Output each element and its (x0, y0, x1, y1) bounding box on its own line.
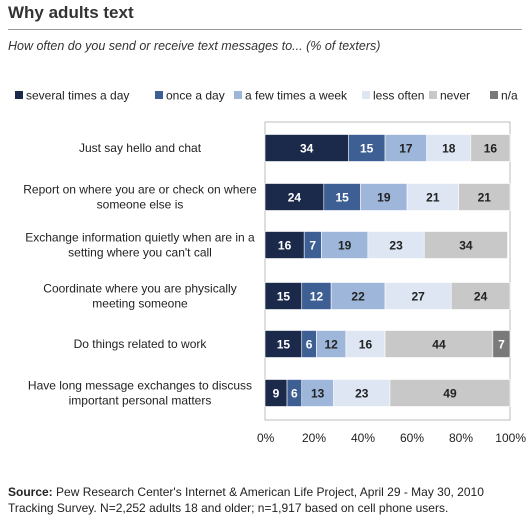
category-label: Just say hello and chat (79, 141, 202, 155)
bar-segment (301, 282, 332, 310)
bar-segment (492, 330, 511, 358)
data-label: 12 (324, 338, 338, 352)
data-label: 9 (273, 387, 280, 401)
legend-swatch (155, 91, 163, 99)
bar-segment (458, 183, 511, 211)
bar-segment (264, 282, 303, 310)
legend-swatch (362, 91, 370, 99)
category-label: someone else is (97, 198, 184, 212)
data-label: 15 (335, 191, 349, 205)
x-tick-label: 20% (302, 431, 326, 445)
data-label: 6 (291, 387, 298, 401)
bar-segment (323, 183, 361, 211)
data-label: 19 (377, 191, 391, 205)
data-label: 6 (306, 338, 313, 352)
source-note: Source: Pew Research Center's Internet &… (8, 484, 526, 516)
x-tick-label: 0% (257, 431, 275, 445)
bar-segment (347, 134, 386, 162)
bar-segment (384, 282, 452, 310)
legend-label: less often (373, 89, 424, 103)
data-label: 16 (484, 142, 498, 156)
bar-segment (301, 379, 334, 407)
bar-segment (360, 183, 408, 211)
bar-segment (389, 379, 511, 407)
data-label: 23 (355, 387, 369, 401)
bar-segment (406, 183, 459, 211)
category-label: Do things related to work (74, 337, 208, 351)
data-label: 16 (278, 239, 292, 253)
data-label: 34 (300, 142, 314, 156)
category-label: Exchange information quietly when are in… (25, 231, 255, 245)
data-label: 24 (288, 191, 302, 205)
data-label: 24 (474, 290, 488, 304)
bar-segment (316, 330, 347, 358)
category-label: important personal matters (69, 394, 212, 408)
data-label: 27 (411, 290, 425, 304)
plot-border (264, 121, 511, 421)
title-divider (8, 29, 522, 30)
chart-title: Why adults text (8, 3, 134, 22)
legend-label: n/a (501, 89, 518, 103)
bar-segment (333, 379, 391, 407)
bar-segment (470, 134, 511, 162)
data-label: 21 (478, 191, 492, 205)
data-label: 15 (360, 142, 374, 156)
data-label: 7 (498, 338, 505, 352)
data-label: 12 (310, 290, 324, 304)
category-label: Report on where you are or check on wher… (23, 183, 257, 197)
data-label: 17 (399, 142, 413, 156)
data-label: 44 (432, 338, 446, 352)
category-label: Have long message exchanges to discuss (28, 379, 252, 393)
category-label: setting where you can't call (68, 246, 212, 260)
bar-segment (330, 282, 386, 310)
x-tick-label: 40% (351, 431, 375, 445)
bar-segment (264, 134, 349, 162)
x-tick-label: 80% (449, 431, 473, 445)
legend-swatch (234, 91, 242, 99)
source-label: Source: (8, 485, 53, 499)
data-label: 23 (389, 239, 403, 253)
data-label: 49 (443, 387, 457, 401)
legend-label: several times a day (26, 89, 129, 103)
stacked-bar-chart: several times a day once a day a few times… (15, 89, 526, 445)
data-label: 18 (442, 142, 456, 156)
bar-segment (345, 330, 386, 358)
legend-label: never (440, 89, 470, 103)
data-label: 21 (426, 191, 440, 205)
data-label: 34 (459, 239, 473, 253)
chart-subtitle: How often do you send or receive text me… (8, 39, 381, 53)
data-label: 19 (338, 239, 352, 253)
data-label: 15 (277, 338, 291, 352)
data-label: 22 (351, 290, 365, 304)
legend-label: a few times a week (245, 89, 348, 103)
bar-segment (264, 330, 303, 358)
category-label: Coordinate where you are physically (43, 282, 236, 296)
bar-segment (384, 330, 494, 358)
source-text: Pew Research Center's Internet & America… (8, 485, 484, 515)
data-label: 15 (277, 290, 291, 304)
bar-segment (450, 282, 511, 310)
data-label: 13 (311, 387, 325, 401)
legend-swatch (490, 91, 498, 99)
data-label: 7 (309, 239, 316, 253)
data-label: 16 (359, 338, 373, 352)
bar-segment (423, 231, 508, 259)
category-label: meeting someone (92, 297, 188, 311)
x-tick-label: 100% (495, 431, 526, 445)
bar-segment (367, 231, 425, 259)
bar-segment (321, 231, 369, 259)
legend-swatch (429, 91, 437, 99)
bar-segment (384, 134, 427, 162)
legend-label: once a day (166, 89, 225, 103)
x-tick-label: 60% (400, 431, 424, 445)
legend-swatch (15, 91, 23, 99)
